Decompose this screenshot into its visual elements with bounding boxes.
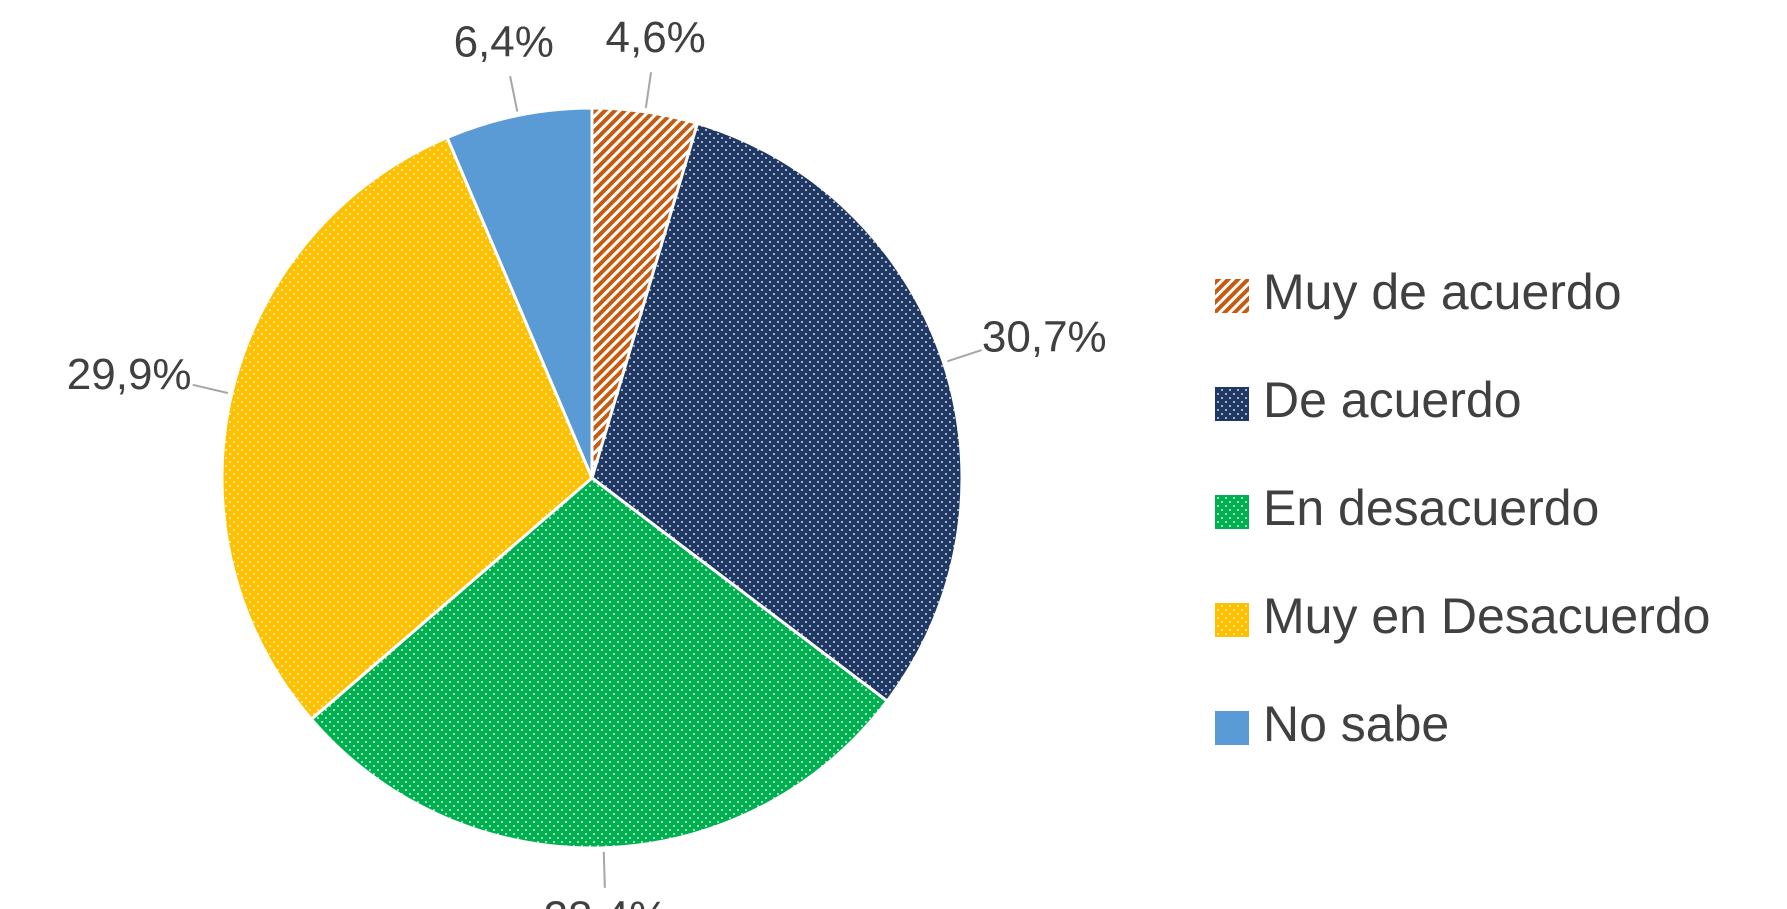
data-label: 28,4% <box>544 892 669 909</box>
leader-line <box>644 72 653 109</box>
legend-label: Muy en Desacuerdo <box>1263 588 1710 644</box>
pie-slice <box>590 121 964 704</box>
data-label: 30,7% <box>982 313 1107 362</box>
legend-swatch <box>1215 279 1249 313</box>
legend-label: Muy de acuerdo <box>1263 264 1622 320</box>
legend-swatch <box>1215 603 1249 637</box>
leader-line <box>192 383 229 394</box>
legend-swatch <box>1215 711 1249 745</box>
legend-label: De acuerdo <box>1263 372 1522 428</box>
legend-label: En desacuerdo <box>1263 480 1599 536</box>
data-label: 6,4% <box>454 18 554 67</box>
legend-label: No sabe <box>1263 696 1449 752</box>
legend-swatch <box>1215 495 1249 529</box>
pie-slice <box>220 135 594 722</box>
legend-swatch <box>1215 387 1249 421</box>
pie-slice <box>309 476 890 850</box>
data-label: 29,9% <box>67 350 192 399</box>
pie-slice <box>445 106 594 479</box>
leader-line <box>602 851 606 888</box>
leader-line <box>509 76 519 112</box>
leader-line <box>947 349 982 363</box>
data-label: 4,6% <box>606 13 706 62</box>
